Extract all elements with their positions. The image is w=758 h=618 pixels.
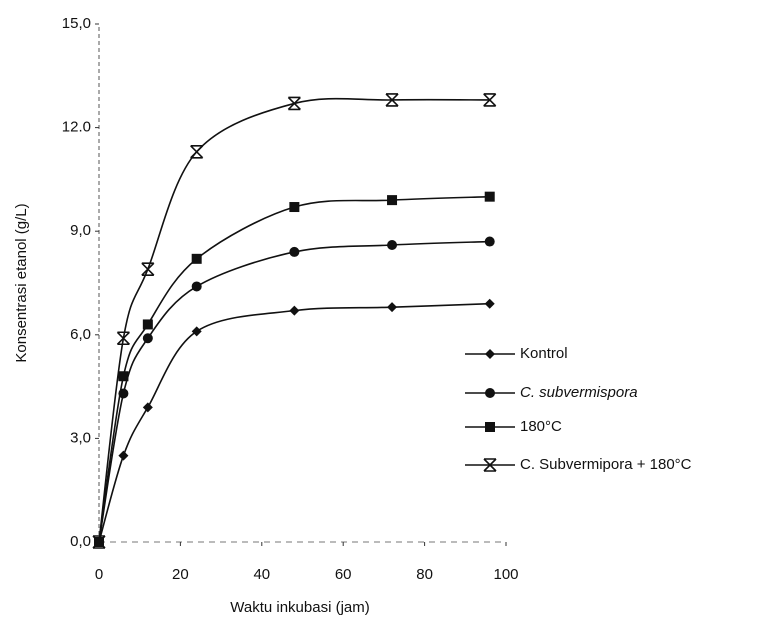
marker bbox=[190, 144, 204, 159]
x-tick-label: 60 bbox=[335, 566, 352, 583]
legend-marker bbox=[485, 422, 495, 432]
x-axis-label: Waktu inkubasi (jam) bbox=[230, 599, 369, 616]
marker bbox=[191, 326, 202, 337]
x-tick-label: 80 bbox=[416, 566, 433, 583]
series-line bbox=[98, 302, 490, 543]
legend-label: C. Subvermipora + 180°C bbox=[520, 456, 692, 473]
y-tick-label: 15,0 bbox=[62, 15, 91, 32]
y-tick-label: 12.0 bbox=[62, 119, 91, 136]
marker bbox=[92, 535, 106, 549]
marker bbox=[287, 96, 301, 111]
y-tick-label: 6,0 bbox=[70, 326, 91, 343]
marker bbox=[191, 281, 202, 292]
marker bbox=[141, 262, 155, 276]
x-tick-label: 20 bbox=[172, 566, 189, 583]
marker bbox=[387, 240, 398, 251]
y-axis-label: Konsentrasi etanol (g/L) bbox=[13, 203, 30, 362]
legend-marker bbox=[483, 458, 497, 472]
x-tick-label: 0 bbox=[95, 566, 103, 583]
marker bbox=[289, 305, 300, 316]
y-tick-label: 0,0 bbox=[70, 533, 91, 550]
marker bbox=[484, 298, 495, 309]
series-line bbox=[98, 240, 490, 543]
y-tick-label: 9,0 bbox=[70, 222, 91, 239]
legend-label: Kontrol bbox=[520, 345, 568, 362]
marker bbox=[289, 246, 300, 257]
marker bbox=[387, 195, 398, 206]
marker bbox=[484, 236, 495, 247]
y-tick-label: 3,0 bbox=[70, 429, 91, 446]
marker bbox=[142, 319, 153, 330]
marker bbox=[142, 333, 153, 344]
legend-marker bbox=[485, 388, 495, 398]
marker bbox=[387, 302, 398, 313]
x-tick-label: 40 bbox=[253, 566, 270, 583]
marker bbox=[116, 331, 130, 346]
marker bbox=[118, 371, 129, 382]
series-line bbox=[98, 97, 490, 543]
marker bbox=[118, 450, 129, 461]
marker bbox=[191, 253, 202, 264]
marker bbox=[484, 191, 495, 202]
legend-label: 180°C bbox=[520, 418, 562, 435]
marker bbox=[385, 93, 399, 107]
marker bbox=[142, 402, 153, 413]
marker bbox=[289, 202, 300, 213]
marker bbox=[483, 93, 497, 107]
x-tick-label: 100 bbox=[493, 566, 518, 583]
legend-label: C. subvermispora bbox=[520, 384, 638, 401]
legend-marker bbox=[485, 349, 495, 359]
